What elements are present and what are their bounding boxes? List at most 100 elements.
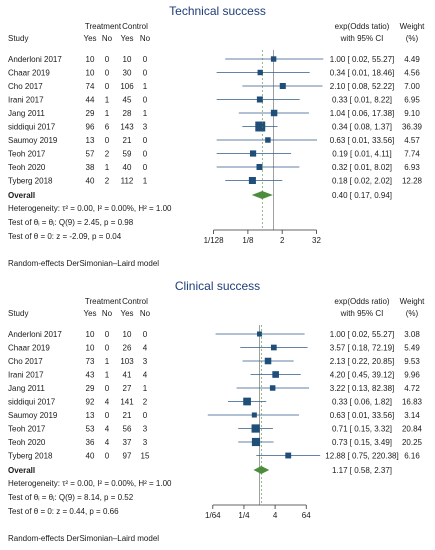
x-tick-label: 1/4	[238, 511, 250, 520]
study-marker	[257, 69, 263, 76]
study-marker	[256, 96, 263, 103]
weight-value: 9.96	[404, 371, 420, 380]
study-marker	[270, 109, 278, 117]
control-header: Control	[122, 297, 148, 306]
study-name: Jang 2011	[8, 384, 45, 393]
control-header: Control	[122, 22, 148, 31]
treatment-no-value: 0	[105, 384, 110, 393]
effect-ci-value: 0.33 [ 0.01, 8.22]	[332, 96, 392, 105]
study-marker	[251, 437, 261, 447]
study-name: siddiqui 2017	[8, 398, 56, 407]
effect-ci-value: 0.34 [ 0.08, 1.37]	[332, 123, 392, 132]
treatment-header: Treatment	[85, 22, 122, 31]
study-name: Teoh 2020	[8, 163, 46, 172]
study-marker	[249, 150, 257, 157]
treatment-no-value: 6	[105, 123, 110, 132]
weight-value: 36.39	[402, 123, 423, 132]
control-yes-value: 106	[120, 82, 134, 91]
weight-header: Weight	[400, 22, 426, 31]
study-marker	[251, 424, 260, 433]
study-marker	[243, 397, 251, 406]
control-no-value: 0	[143, 96, 148, 105]
study-name: Teoh 2017	[8, 150, 46, 159]
control-no-value: 2	[143, 398, 148, 407]
control-yes-value: 10	[123, 55, 132, 64]
effect-ci-value: 0.73 [ 0.15, 3.49]	[332, 438, 392, 447]
control-no-value: 1	[143, 384, 148, 393]
treatment-yes-value: 40	[86, 452, 95, 461]
study-marker	[279, 82, 286, 90]
treatment-yes-value: 74	[86, 82, 95, 91]
study-marker	[264, 357, 272, 365]
treatment-no-value: 0	[105, 411, 110, 420]
study-marker	[256, 163, 263, 171]
treatment-yes-value: 29	[86, 384, 95, 393]
effect-ci-value: 12.88 [ 0.75, 220.38]	[325, 452, 398, 461]
treatment-yes-value: 10	[86, 330, 95, 339]
treatment-no-value: 0	[105, 55, 110, 64]
study-header: Study	[8, 34, 28, 43]
study-name: Tyberg 2018	[8, 452, 53, 461]
study-name: Tyberg 2018	[8, 177, 53, 186]
x-tick-label: 1/128	[204, 236, 225, 245]
weight-value: 3.14	[404, 411, 420, 420]
effect-ci-header: with 95% CI	[340, 34, 384, 43]
effect-ci-value: 3.22 [ 0.13, 82.38]	[330, 384, 395, 393]
effect-ci-value: 2.13 [ 0.22, 20.85]	[330, 357, 395, 366]
weight-value: 5.49	[404, 344, 420, 353]
effect-ci-value: 0.33 [ 0.06, 1.82]	[332, 398, 392, 407]
treatment-no-value: 1	[105, 96, 110, 105]
control-yes-value: 143	[120, 123, 134, 132]
treatment-yes-value: 36	[86, 438, 95, 447]
effect-ci-value: 3.57 [ 0.18, 72.19]	[330, 344, 395, 353]
treatment-no-value: 4	[105, 398, 110, 407]
weight-header: Weight	[400, 297, 426, 306]
study-name: Jang 2011	[8, 109, 45, 118]
weight-value: 9.10	[404, 109, 420, 118]
test-z-text: Test of θ = 0: z = 0.44, p = 0.66	[8, 507, 119, 516]
treatment-yes-value: 73	[86, 357, 95, 366]
treatment-yes-value: 53	[86, 425, 95, 434]
treatment-header: Treatment	[85, 297, 122, 306]
treatment-yes-value: 57	[86, 150, 95, 159]
control-yes-value: 21	[123, 136, 132, 145]
control-no-value: 4	[143, 371, 148, 380]
control-yes-value: 40	[123, 163, 132, 172]
treatment-yes-value: 38	[86, 163, 95, 172]
weight-value: 3.08	[404, 330, 420, 339]
study-name: Irani 2017	[8, 96, 44, 105]
control-yes-value: 41	[123, 371, 132, 380]
control-yes-header: Yes	[120, 34, 133, 43]
study-name: Teoh 2017	[8, 425, 46, 434]
forest-plot-technical: Technical success Treatment Control Study Y…	[0, 0, 435, 270]
control-yes-value: 141	[120, 398, 134, 407]
weight-value: 16.83	[402, 398, 423, 407]
weight-value: 4.57	[404, 136, 420, 145]
control-yes-value: 45	[123, 96, 132, 105]
study-marker	[265, 137, 271, 143]
control-yes-value: 112	[121, 177, 134, 186]
study-name: Chaar 2019	[8, 344, 50, 353]
control-no-value: 0	[143, 136, 148, 145]
forest-plot-clinical: Clinical success Treatment Control Study Ye…	[0, 275, 435, 545]
effect-ci-value: 0.71 [ 0.15, 3.32]	[332, 425, 392, 434]
test-q-text: Test of θᵢ = θⱼ: Q(9) = 8.14, p = 0.52	[8, 493, 134, 502]
effect-ci-value: 2.10 [ 0.08, 52.22]	[330, 82, 395, 91]
treatment-no-value: 4	[105, 425, 110, 434]
overall-label: Overall	[8, 466, 35, 475]
x-tick-label: 1/64	[205, 511, 221, 520]
control-no-header: No	[140, 309, 151, 318]
control-no-value: 3	[143, 123, 148, 132]
control-no-value: 1	[143, 82, 148, 91]
treatment-yes-value: 96	[86, 123, 95, 132]
treatment-yes-value: 10	[86, 344, 95, 353]
test-z-text: Test of θ = 0: z = -2.09, p = 0.04	[8, 232, 122, 241]
control-yes-value: 21	[123, 411, 132, 420]
study-marker	[270, 344, 277, 351]
study-name: Saumoy 2019	[8, 411, 58, 420]
study-header: Study	[8, 309, 28, 318]
control-yes-value: 103	[120, 357, 134, 366]
study-name: Anderloni 2017	[8, 330, 62, 339]
effect-ci-value: 4.20 [ 0.45, 39.12]	[330, 371, 395, 380]
model-footnote: Random-effects DerSimonian–Laird model	[8, 534, 159, 543]
